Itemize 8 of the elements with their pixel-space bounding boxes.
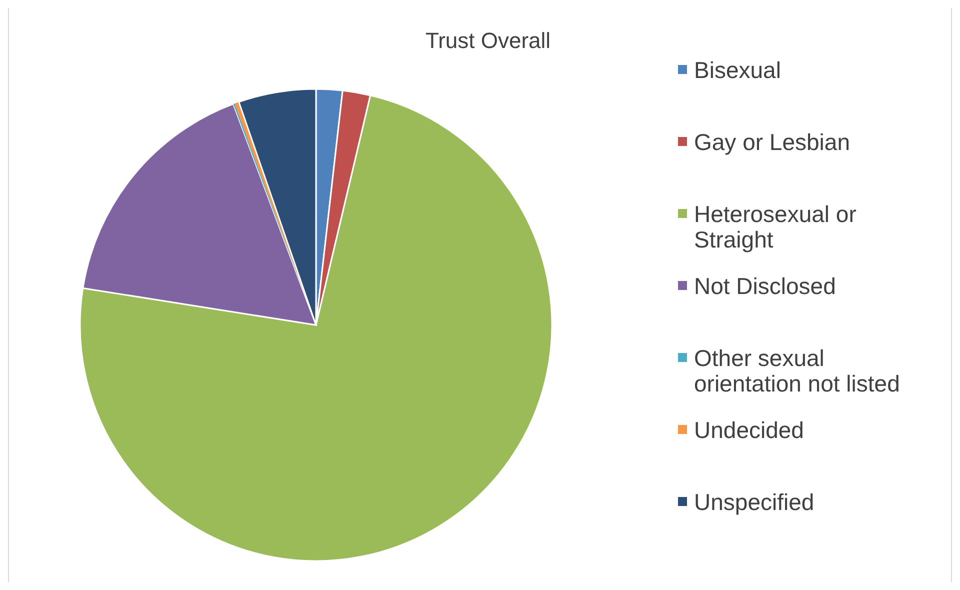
legend-label: Bisexual <box>694 57 781 84</box>
legend-label: Other sexual orientation not listed <box>694 345 900 396</box>
legend-label: Not Disclosed <box>694 273 836 300</box>
legend-label: Unspecified <box>694 489 814 516</box>
legend-label: Gay or Lesbian <box>694 129 850 156</box>
chart-title: Trust Overall <box>425 28 551 53</box>
legend-label: Heterosexual or Straight <box>694 201 857 252</box>
legend-label: Undecided <box>694 417 804 444</box>
